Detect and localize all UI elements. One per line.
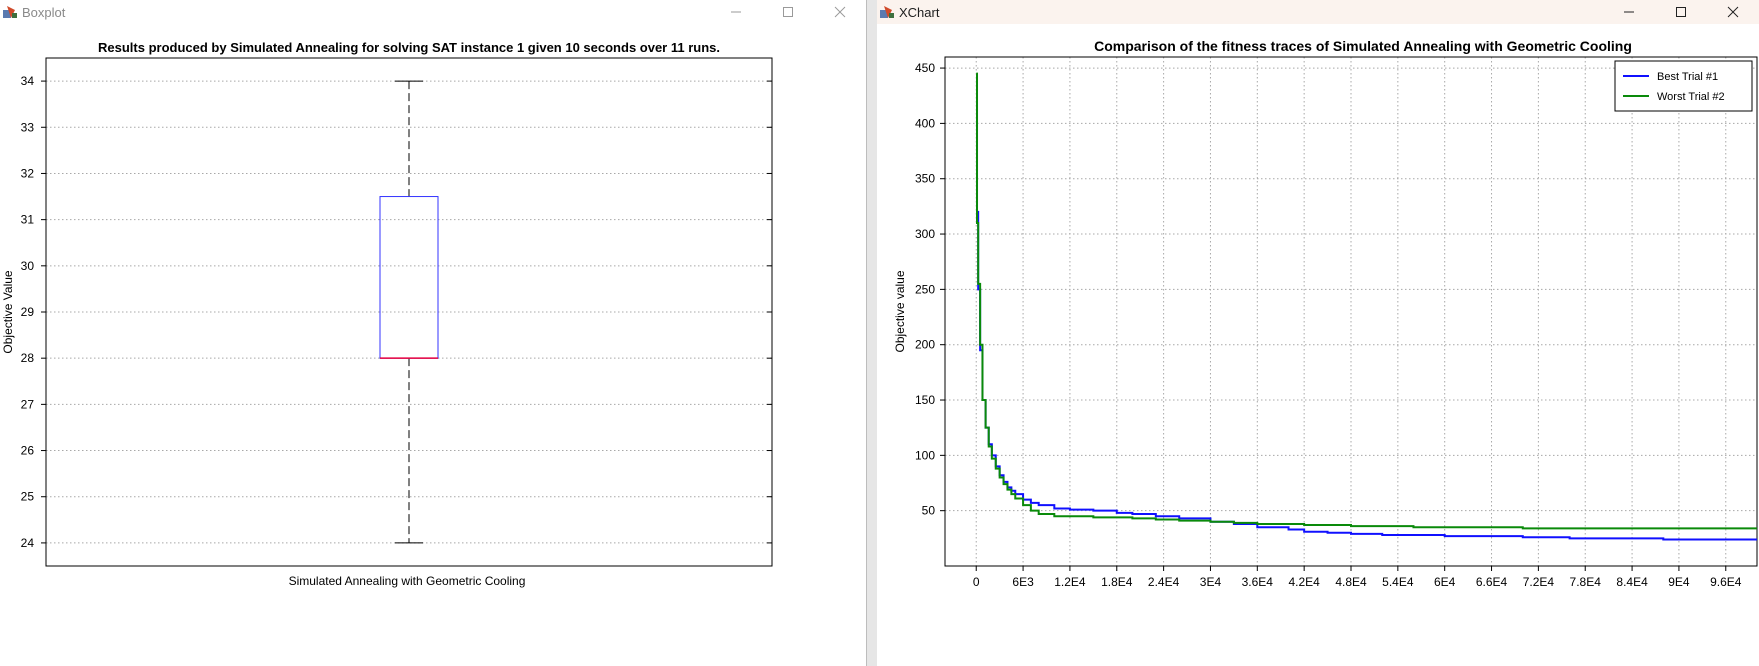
legend-label: Best Trial #1 <box>1657 71 1718 83</box>
fitness-trace-chart: Comparison of the fitness traces of Simu… <box>893 38 1758 589</box>
boxplot-window-title: Boxplot <box>22 4 66 20</box>
minimize-icon <box>731 11 741 13</box>
y-tick-label: 150 <box>915 393 935 407</box>
java-app-icon <box>880 6 894 18</box>
plot-frame <box>45 57 773 567</box>
y-tick-label: 250 <box>915 282 935 296</box>
y-tick-label: 33 <box>21 120 35 134</box>
legend-label: Worst Trial #2 <box>1657 91 1725 103</box>
y-tick-label: 30 <box>21 259 35 273</box>
xchart-window: XChart Comparison of the fitness traces … <box>877 0 1759 666</box>
legend-box <box>1614 60 1753 112</box>
iqr-box <box>379 196 439 359</box>
y-tick-label: 24 <box>21 536 35 550</box>
y-tick-label: 34 <box>21 74 35 88</box>
x-tick-label: 0 <box>973 575 980 589</box>
y-tick-label: 27 <box>21 397 35 411</box>
y-tick-label: 29 <box>21 305 35 319</box>
boxplot-window: Boxplot Results produced by Simulated An… <box>0 0 867 666</box>
boxplot-chart: Results produced by Simulated Annealing … <box>1 40 773 588</box>
y-tick-label: 25 <box>21 490 35 504</box>
x-tick-label: 7.2E4 <box>1523 575 1555 589</box>
y-tick-label: 350 <box>915 172 935 186</box>
maximize-icon <box>783 7 793 17</box>
x-tick-label: 4.8E4 <box>1335 575 1367 589</box>
x-tick-label: 6.6E4 <box>1476 575 1508 589</box>
close-icon <box>1727 6 1739 18</box>
x-tick-label: 1.8E4 <box>1101 575 1133 589</box>
maximize-button[interactable] <box>762 0 814 24</box>
x-tick-label: 8.4E4 <box>1616 575 1648 589</box>
x-tick-label: 1.2E4 <box>1054 575 1086 589</box>
xchart-window-title: XChart <box>899 4 940 20</box>
y-tick-label: 300 <box>915 227 935 241</box>
x-tick-label: 4.2E4 <box>1288 575 1320 589</box>
boxplot-titlebar[interactable]: Boxplot <box>0 0 866 24</box>
x-tick-label: 5.4E4 <box>1382 575 1414 589</box>
x-tick-label: 2.4E4 <box>1148 575 1180 589</box>
window-divider <box>867 0 877 666</box>
y-axis-label: Objective value <box>893 270 907 352</box>
close-icon <box>834 6 846 18</box>
x-tick-label: 6E3 <box>1012 575 1034 589</box>
x-tick-label: 9E4 <box>1668 575 1690 589</box>
x-tick-label: 6E4 <box>1434 575 1456 589</box>
maximize-icon <box>1676 7 1686 17</box>
y-tick-label: 50 <box>922 504 936 518</box>
x-tick-label: 9.6E4 <box>1710 575 1742 589</box>
y-tick-label: 200 <box>915 338 935 352</box>
x-tick-label: 3E4 <box>1200 575 1222 589</box>
x-tick-label: 7.8E4 <box>1570 575 1602 589</box>
y-tick-label: 450 <box>915 61 935 75</box>
maximize-button[interactable] <box>1655 0 1707 24</box>
y-tick-label: 28 <box>21 351 35 365</box>
chart-title: Comparison of the fitness traces of Simu… <box>1094 38 1632 54</box>
y-tick-label: 400 <box>915 116 935 130</box>
xchart-titlebar[interactable]: XChart <box>877 0 1759 24</box>
x-axis-label: Simulated Annealing with Geometric Cooli… <box>289 574 526 588</box>
y-tick-label: 100 <box>915 448 935 462</box>
y-tick-label: 31 <box>21 213 35 227</box>
java-app-icon <box>3 6 17 18</box>
plot-frame <box>944 56 1758 567</box>
minimize-button[interactable] <box>710 0 762 24</box>
minimize-icon <box>1624 11 1634 13</box>
y-tick-label: 26 <box>21 444 35 458</box>
close-button[interactable] <box>814 0 866 24</box>
y-tick-label: 32 <box>21 166 35 180</box>
chart-title: Results produced by Simulated Annealing … <box>98 40 720 55</box>
close-button[interactable] <box>1707 0 1759 24</box>
minimize-button[interactable] <box>1603 0 1655 24</box>
series-best-trial-1 <box>976 100 1757 541</box>
series-worst-trial-2 <box>976 72 1757 530</box>
y-axis-label: Objective Value <box>1 270 15 353</box>
x-tick-label: 3.6E4 <box>1242 575 1274 589</box>
